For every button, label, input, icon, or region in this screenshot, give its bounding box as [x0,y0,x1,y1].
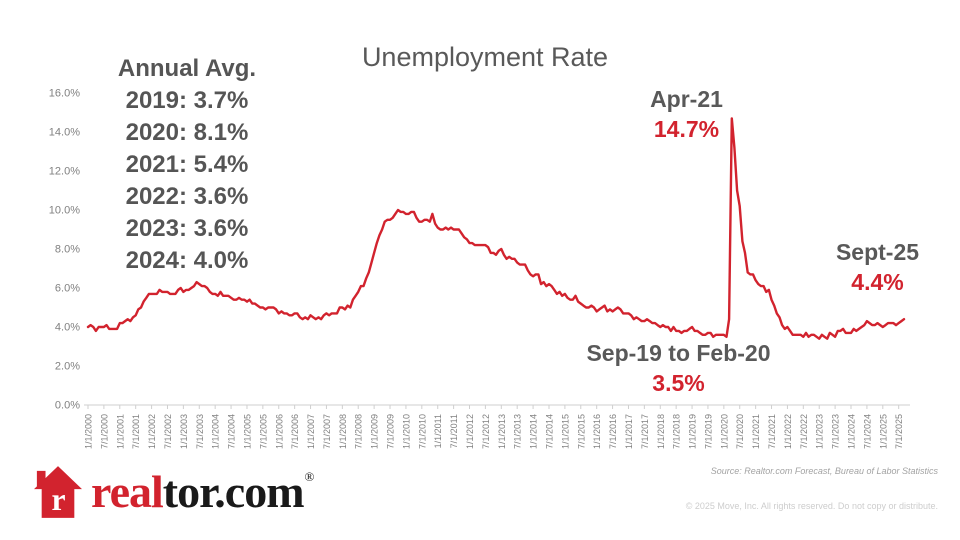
annual-avg-row: 2023: 3.6% [125,215,249,242]
annual-avg-panel: Annual Avg. 2019: 3.7% 2020: 8.1% 2021: … [98,53,276,277]
x-axis-tick-label: 1/1/2003 [179,414,189,449]
peak-annotation: Apr-21 14.7% [604,84,769,144]
x-axis-tick-label: 7/1/2000 [99,414,109,449]
y-axis-tick-label: 6.0% [55,283,80,295]
x-axis-tick-label: 1/1/2004 [211,414,221,449]
x-axis-tick-label: 1/1/2009 [370,414,380,449]
x-axis-tick-label: 7/1/2017 [640,414,650,449]
y-axis-tick-label: 4.0% [55,322,80,334]
y-axis-tick-label: 16.0% [49,88,80,100]
annual-avg-heading: Annual Avg. [117,55,257,82]
peak-annotation-value: 14.7% [653,116,720,142]
x-axis-tick-label: 1/1/2010 [401,414,411,449]
realtor-wordmark: realtor.com [91,464,305,520]
x-axis-tick-label: 7/1/2018 [672,414,682,449]
y-axis-tick-label: 12.0% [49,166,80,178]
x-axis-tick-label: 7/1/2008 [354,414,364,449]
x-axis-tick-label: 7/1/2021 [767,414,777,449]
y-axis-tick-label: 14.0% [49,127,80,139]
x-axis-tick-label: 1/1/2020 [719,414,729,449]
x-axis-tick-label: 7/1/2022 [799,414,809,449]
peak-annotation-label: Apr-21 [650,86,723,112]
unemployment-rate-line [86,117,906,340]
svg-text:r: r [51,482,65,517]
x-axis-tick-label: 1/1/2021 [751,414,761,449]
x-axis-tick-label: 1/1/2005 [242,414,252,449]
x-axis-tick-label: 7/1/2013 [513,414,523,449]
low-annotation-value: 3.5% [652,370,705,396]
realtor-house-icon: r [34,466,82,518]
x-axis-tick-label: 7/1/2003 [195,414,205,449]
x-axis-tick-label: 1/1/2007 [306,414,316,449]
y-axis-tick-label: 8.0% [55,244,80,256]
annual-avg-row: 2022: 3.6% [125,183,249,210]
x-axis-tick-label: 1/1/2022 [783,414,793,449]
x-axis-tick-label: 1/1/2006 [274,414,284,449]
x-axis-tick-label: 1/1/2023 [815,414,825,449]
x-axis-tick-label: 7/1/2001 [131,414,141,449]
x-axis-tick-label: 1/1/2025 [878,414,888,449]
annual-avg-row: 2024: 4.0% [125,247,249,274]
x-axis-tick-label: 1/1/2014 [529,414,539,449]
annual-avg-row: 2019: 3.7% [125,87,249,114]
x-axis-tick-label: 1/1/2024 [847,414,857,449]
copyright-note: © 2025 Move, Inc. All rights reserved. D… [685,501,938,511]
x-axis-tick-label: 1/1/2001 [115,414,125,449]
annual-avg-row: 2020: 8.1% [125,119,249,146]
x-axis-tick-label: 7/1/2005 [258,414,268,449]
latest-annotation: Sept-25 4.4% [795,237,960,297]
low-annotation-label: Sep-19 to Feb-20 [586,340,771,366]
x-axis-tick-label: 7/1/2023 [831,414,841,449]
realtor-wordmark-torcom: tor.com [162,466,305,517]
low-annotation: Sep-19 to Feb-20 3.5% [556,338,801,398]
y-axis-tick-label: 10.0% [49,205,80,217]
x-axis-tick-label: 7/1/2025 [894,414,904,449]
y-axis-tick-label: 2.0% [55,361,80,373]
x-axis-tick-label: 1/1/2002 [147,414,157,449]
source-note: Source: Realtor.com Forecast, Bureau of … [710,466,938,476]
x-axis-tick-label: 1/1/2008 [338,414,348,449]
x-axis-tick-label: 7/1/2024 [862,414,872,449]
x-axis-tick-label: 7/1/2015 [576,414,586,449]
chart-title: Unemployment Rate [361,42,609,72]
x-axis-tick-label: 1/1/2018 [656,414,666,449]
x-axis-tick-label: 7/1/2020 [735,414,745,449]
latest-annotation-label: Sept-25 [835,239,920,265]
x-axis-tick-label: 1/1/2016 [592,414,602,449]
x-axis-tick-label: 7/1/2004 [227,414,237,449]
x-axis-tick-label: 7/1/2012 [481,414,491,449]
x-axis-tick-label: 1/1/2015 [560,414,570,449]
x-axis-tick-label: 7/1/2009 [386,414,396,449]
realtor-wordmark-real: real [91,466,164,517]
y-axis-tick-label: 0.0% [55,400,80,412]
latest-annotation-value: 4.4% [851,269,904,295]
x-axis-tick-label: 7/1/2010 [417,414,427,449]
x-axis-tick-label: 7/1/2014 [544,414,554,449]
annual-avg-row: 2021: 5.4% [125,151,249,178]
x-axis-tick-label: 7/1/2002 [163,414,173,449]
x-axis-tick-label: 1/1/2013 [497,414,507,449]
x-axis-tick-label: 7/1/2007 [322,414,332,449]
x-axis-tick-label: 7/1/2016 [608,414,618,449]
realtor-logo: r realtor.com ® [34,464,314,520]
registered-mark: ® [304,469,315,484]
x-axis-tick-label: 1/1/2000 [84,414,94,449]
x-axis-tick-label: 1/1/2011 [433,414,443,448]
x-axis-tick-label: 1/1/2017 [624,414,634,449]
x-axis-tick-label: 1/1/2012 [465,414,475,449]
x-axis-tick-label: 7/1/2019 [703,414,713,449]
x-axis-tick-label: 1/1/2019 [688,414,698,449]
x-axis-tick-label: 7/1/2006 [290,414,300,449]
x-axis-tick-label: 7/1/2011 [449,414,459,448]
